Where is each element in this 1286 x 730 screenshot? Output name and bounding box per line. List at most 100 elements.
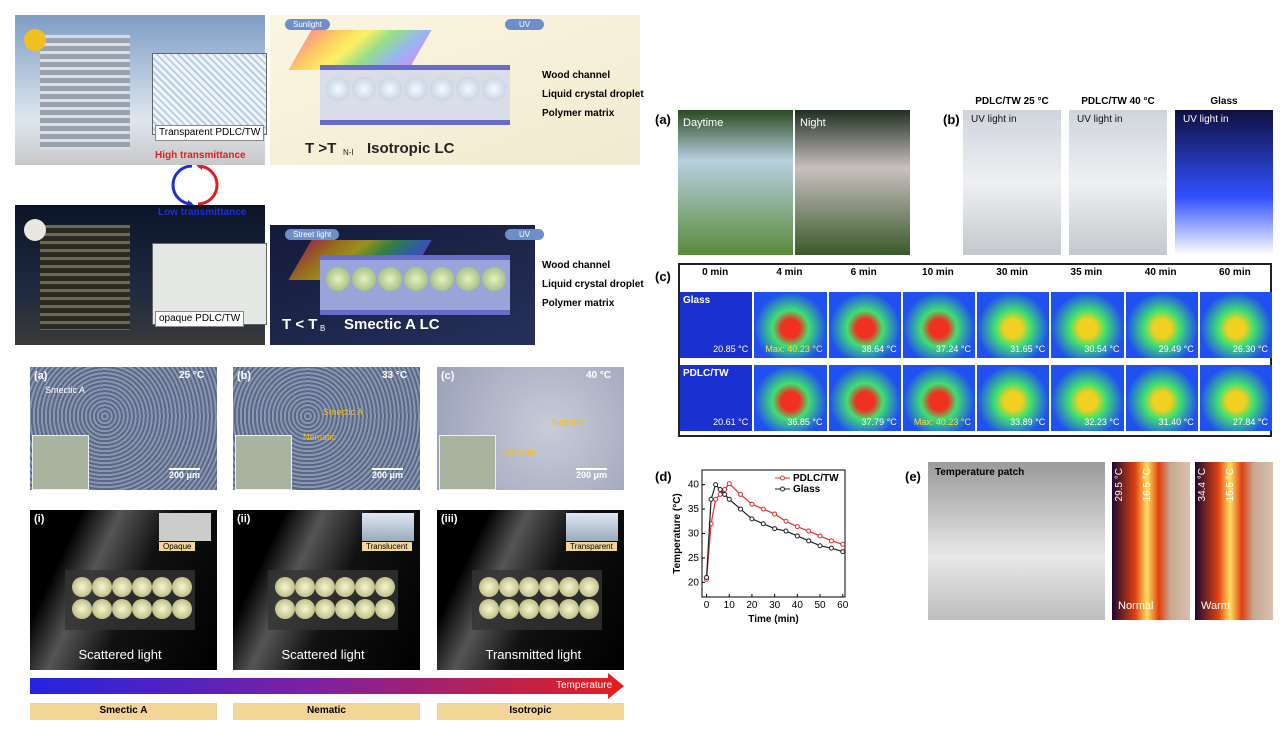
thermal-name: Normal xyxy=(1118,600,1154,612)
lc-droplet xyxy=(352,267,376,291)
panel-label: (iii) xyxy=(441,513,458,525)
data-point xyxy=(817,533,823,539)
lc-droplet xyxy=(479,599,499,619)
phase-label: Nematic xyxy=(303,432,337,442)
lc-droplet xyxy=(172,577,192,597)
scale-bar: 200 μm xyxy=(372,468,404,480)
data-point xyxy=(772,511,778,517)
lc-droplet xyxy=(375,577,395,597)
time-label: 0 min xyxy=(702,267,729,278)
time-label: 6 min xyxy=(850,267,877,278)
data-point xyxy=(726,481,732,487)
panel-label: (i) xyxy=(34,513,45,525)
time-label: 4 min xyxy=(776,267,803,278)
lc-droplet xyxy=(335,577,355,597)
data-point xyxy=(840,541,846,547)
lc-droplet xyxy=(375,599,395,619)
x-tick-label: 10 xyxy=(724,600,736,611)
temp-reading: 31.65 °C xyxy=(1010,344,1046,354)
temp-reading: 29.49 °C xyxy=(1158,344,1194,354)
thermal-image xyxy=(828,365,901,431)
data-point xyxy=(760,521,766,527)
time-label: 40 min xyxy=(1144,267,1177,278)
thermal-image xyxy=(977,365,1050,431)
y-tick-label: 30 xyxy=(688,529,700,540)
series-line xyxy=(705,483,843,578)
time-label: 35 min xyxy=(1070,267,1103,278)
lc-droplet xyxy=(404,77,428,101)
photo xyxy=(1069,110,1167,255)
lc-droplet xyxy=(152,577,172,597)
legend-marker xyxy=(780,486,785,492)
phase: Smectic A LC xyxy=(344,316,440,333)
layer-label: Polymer matrix xyxy=(542,298,615,309)
x-tick-label: 30 xyxy=(769,600,781,611)
thermal-image xyxy=(680,365,753,431)
temp-reading: 33.89 °C xyxy=(1010,417,1046,427)
thermal-right: 16.5 °C xyxy=(1142,468,1153,502)
panel-label: (e) xyxy=(905,469,921,484)
lc-droplet xyxy=(378,267,402,291)
line-chart: 20 25 30 35 40 0 10 20 30 40 50 60 Time (min) Tempera… xyxy=(672,469,849,625)
lc-droplet xyxy=(326,77,350,101)
y-tick-label: 25 xyxy=(688,553,700,564)
thermal-image xyxy=(1051,292,1124,358)
lc-droplet xyxy=(456,267,480,291)
phase-name: Smectic A xyxy=(99,705,148,716)
rainbow xyxy=(288,30,432,70)
lc-droplet xyxy=(499,577,519,597)
lc-droplet xyxy=(482,77,506,101)
data-point xyxy=(828,545,834,551)
thermal-image xyxy=(754,365,827,431)
scene-thumb xyxy=(159,513,211,541)
data-point xyxy=(738,491,744,497)
data-point xyxy=(828,538,834,544)
lc-droplet xyxy=(152,599,172,619)
building xyxy=(40,35,130,150)
lc-droplet xyxy=(519,599,539,619)
temp-reading: 26.30 °C xyxy=(1232,344,1268,354)
condition-sub: N-I xyxy=(343,148,354,157)
lc-droplet xyxy=(404,267,428,291)
data-point xyxy=(794,533,800,539)
thermal-image xyxy=(828,292,901,358)
lc-droplet xyxy=(378,77,402,101)
uv-source: UV xyxy=(505,19,545,31)
photo-title: Glass xyxy=(1210,96,1238,107)
sun xyxy=(24,29,46,51)
phase-label: Smectic A xyxy=(45,385,86,395)
legend-label: PDLC/TW xyxy=(793,473,839,484)
thermal-image xyxy=(754,292,827,358)
lc-droplet xyxy=(559,577,579,597)
uv-note: UV light in xyxy=(971,114,1017,125)
light-source: Street light xyxy=(285,229,340,241)
thermal-image xyxy=(1125,292,1198,358)
lc-droplet xyxy=(430,77,454,101)
layer-label: Liquid crystal droplet xyxy=(542,89,644,100)
light-label: Scattered light xyxy=(78,647,162,662)
photo-title: PDLC/TW 25 °C xyxy=(975,96,1049,107)
photo-label: Night xyxy=(800,117,826,129)
data-point xyxy=(749,516,755,522)
thermal-top: 34.4 °C xyxy=(1197,468,1208,502)
lc-droplet xyxy=(92,599,112,619)
temp-reading: 27.84 °C xyxy=(1232,417,1268,427)
lc-droplet xyxy=(172,599,192,619)
scene-thumb xyxy=(362,513,414,541)
lc-droplet xyxy=(456,77,480,101)
legend-marker xyxy=(780,475,785,481)
x-tick-label: 20 xyxy=(746,600,758,611)
film-label: Transparent PDLC/TW xyxy=(155,125,265,141)
data-point xyxy=(722,491,728,497)
data-point xyxy=(806,538,812,544)
lc-droplet xyxy=(132,577,152,597)
lc-droplet xyxy=(315,577,335,597)
x-tick-label: 60 xyxy=(837,600,849,611)
high-transmittance: High transmittance xyxy=(155,150,246,161)
temp-reading: 31.40 °C xyxy=(1158,417,1194,427)
lc-droplet xyxy=(579,577,599,597)
lc-droplet xyxy=(519,577,539,597)
scale-bar: 200 μm xyxy=(169,468,201,480)
data-point xyxy=(783,518,789,524)
data-point xyxy=(772,526,778,532)
